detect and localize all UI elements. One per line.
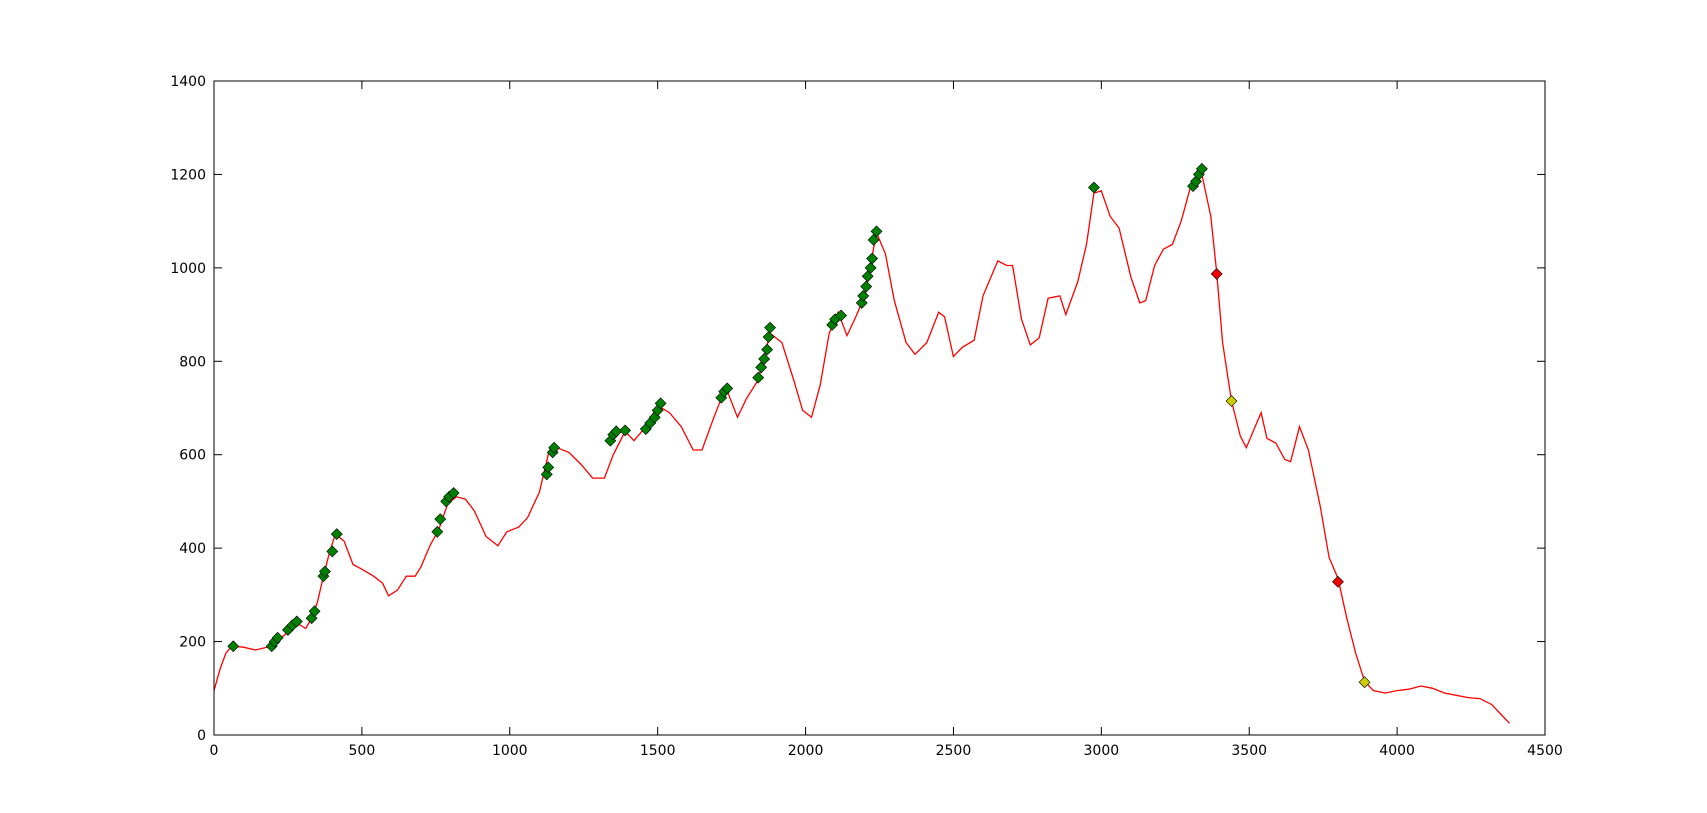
y-tick-label: 800 bbox=[179, 354, 206, 370]
diamond-marker bbox=[1210, 268, 1223, 280]
diamond-marker bbox=[619, 424, 632, 437]
y-tick-label: 200 bbox=[179, 635, 206, 651]
diamond-marker bbox=[758, 353, 771, 365]
y-tick-label: 1400 bbox=[170, 74, 206, 90]
diamond-marker bbox=[290, 615, 303, 628]
diamond-marker bbox=[1088, 181, 1100, 194]
diamond-marker bbox=[752, 371, 765, 384]
diamond-marker bbox=[330, 528, 343, 541]
x-tick-label: 1000 bbox=[492, 743, 528, 759]
diamond-marker bbox=[866, 252, 879, 265]
y-tick-label: 1000 bbox=[170, 261, 206, 277]
diamond-marker bbox=[318, 565, 331, 578]
diamond-marker bbox=[654, 397, 667, 410]
diamond-marker bbox=[1332, 575, 1344, 588]
diamond-marker bbox=[857, 289, 870, 302]
diamond-marker bbox=[610, 425, 623, 438]
diamond-marker bbox=[870, 225, 883, 238]
x-tick-label: 3000 bbox=[1084, 743, 1120, 759]
diamond-marker bbox=[431, 525, 444, 538]
diamond-marker bbox=[308, 605, 321, 618]
diamond-marker bbox=[447, 487, 460, 499]
diamond-marker bbox=[860, 280, 873, 293]
diamond-marker bbox=[1358, 676, 1371, 689]
diamond-marker bbox=[548, 441, 561, 454]
x-tick-label: 2000 bbox=[788, 743, 824, 759]
x-tick-label: 0 bbox=[210, 743, 219, 759]
diamond-marker bbox=[227, 640, 240, 653]
x-tick-label: 500 bbox=[349, 743, 376, 759]
diamond-marker bbox=[1225, 395, 1238, 407]
y-tick-label: 1200 bbox=[170, 167, 206, 183]
diamond-marker bbox=[864, 261, 877, 274]
plot-frame bbox=[213, 80, 1546, 736]
diamond-marker bbox=[761, 343, 774, 356]
diamond-marker bbox=[326, 545, 339, 558]
diamond-marker bbox=[434, 513, 447, 526]
diamond-marker bbox=[540, 468, 553, 481]
diamond-marker bbox=[542, 461, 555, 474]
diamond-marker bbox=[835, 309, 847, 322]
diamond-marker bbox=[271, 631, 284, 644]
x-tick-label: 3500 bbox=[1231, 743, 1267, 759]
x-tick-label: 4000 bbox=[1379, 743, 1415, 759]
y-tick-label: 600 bbox=[179, 448, 206, 464]
diamond-marker bbox=[1195, 162, 1208, 175]
y-tick-label: 0 bbox=[197, 728, 206, 744]
x-tick-label: 2500 bbox=[936, 743, 972, 759]
x-tick-label: 1500 bbox=[640, 743, 676, 759]
diamond-marker bbox=[721, 382, 734, 395]
diamond-marker bbox=[762, 331, 775, 343]
diamond-marker bbox=[764, 321, 776, 334]
y-tick-label: 400 bbox=[179, 541, 206, 557]
x-tick-label: 4500 bbox=[1527, 743, 1563, 759]
